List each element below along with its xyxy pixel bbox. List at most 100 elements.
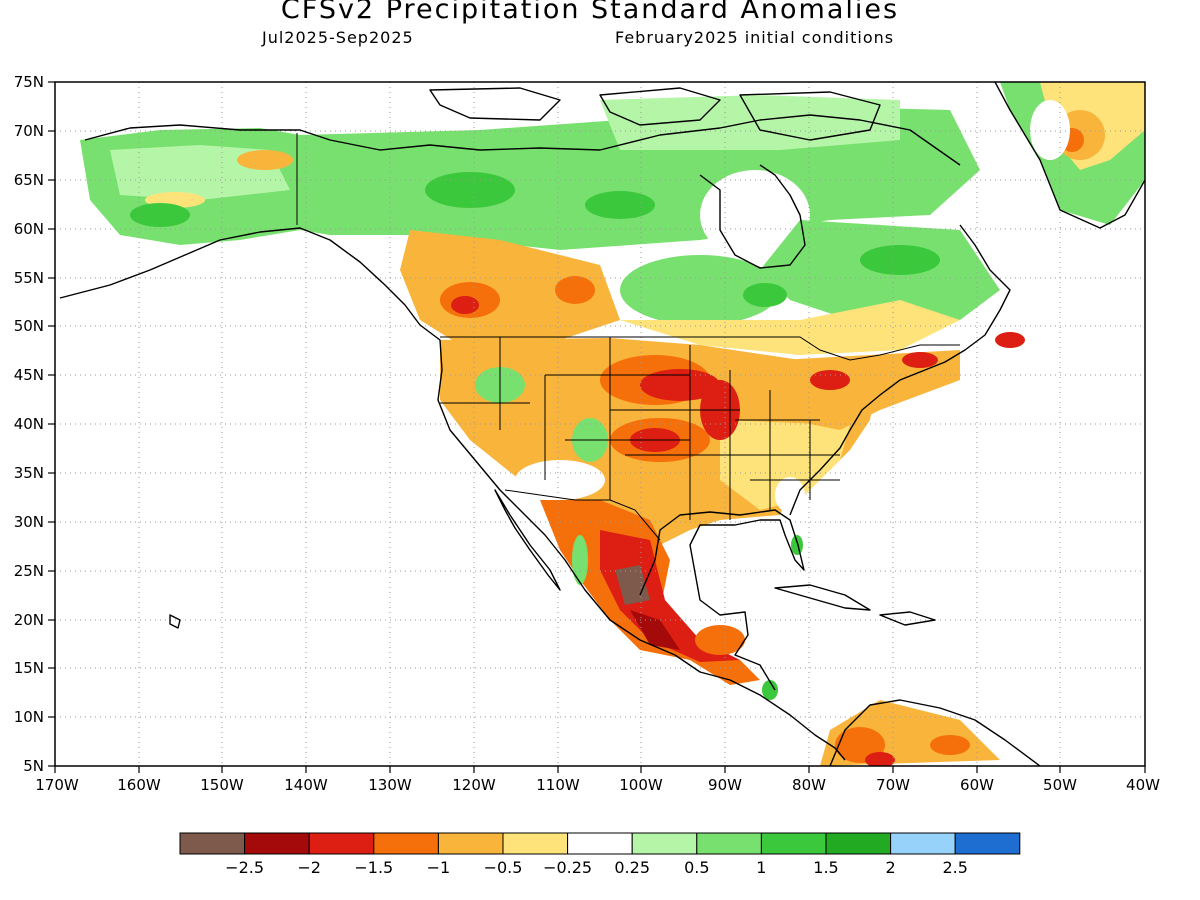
south-america-coastline (829, 699, 1041, 766)
ontario-strong-wet (743, 283, 787, 307)
quebec-strong-wet (860, 245, 940, 275)
lat-label: 60N (14, 220, 44, 238)
baja-coastline (494, 489, 561, 591)
colorbar-label: −0.5 (484, 858, 523, 877)
greenland-coastline (994, 82, 1145, 229)
colorbar-label: 1 (756, 858, 766, 877)
canada-strong-wet-2 (585, 191, 655, 219)
colorbar-label: −1 (427, 858, 451, 877)
mexico-extreme-dry (615, 565, 650, 605)
us-southeast-light-dry (720, 420, 850, 510)
colorbar-swatch (244, 832, 310, 855)
colorbar-swatch (696, 832, 762, 855)
mexico-core-dry (600, 530, 740, 662)
colorbar-swatch (954, 832, 1021, 855)
lat-label: 30N (14, 513, 44, 531)
colorbar-swatch (308, 832, 375, 855)
canada-us-border (440, 336, 960, 361)
arctic-island-3 (739, 91, 881, 141)
forecast-period: Jul2025-Sep2025 (262, 28, 414, 47)
southern-canada-dry-strip (620, 300, 960, 355)
lat-label: 10N (14, 708, 44, 726)
colorbar-label: −2 (297, 858, 321, 877)
mexico-darkred-dry (630, 610, 680, 650)
lat-label: 75N (14, 73, 44, 91)
hawaii-island (169, 614, 181, 629)
newfoundland-dry (995, 332, 1025, 348)
lon-label: 60W (960, 776, 994, 794)
lon-label: 130W (368, 776, 412, 794)
colorbar-swatch (631, 832, 698, 855)
north-america-coastline (59, 227, 846, 761)
northeast-dry-region (780, 350, 960, 430)
lat-label: 55N (14, 269, 44, 287)
political-borders (296, 133, 960, 541)
alaska-dry-spot-1 (237, 150, 293, 170)
northeast-core-dry (810, 370, 850, 390)
lon-label: 100W (619, 776, 663, 794)
arctic-island-1 (429, 87, 561, 121)
colorbar-label: −2.5 (225, 858, 264, 877)
midwest-core-dry (640, 369, 720, 401)
arctic-island-2 (599, 87, 721, 126)
tick-marks (48, 81, 1146, 773)
greenland-interior-neutral (1030, 100, 1070, 160)
map-title: CFSv2 Precipitation Standard Anomalies (280, 0, 900, 25)
us-state-lines (440, 337, 840, 520)
lat-label: 25N (14, 562, 44, 580)
central-america-dry (695, 625, 745, 655)
lon-label: 110W (536, 776, 580, 794)
lon-label: 90W (708, 776, 742, 794)
southeast-neutral (775, 477, 805, 513)
colorbar-label: 0.25 (614, 858, 650, 877)
prairie-strong-dry (555, 276, 595, 304)
map-plot-area (55, 82, 1145, 766)
colorbar-swatch (179, 832, 246, 855)
lon-label: 160W (117, 776, 161, 794)
colorbar-label: −0.25 (543, 858, 592, 877)
cuba-coastline (774, 584, 871, 611)
colorbar-swatch (567, 832, 633, 855)
gulf-coastline (639, 509, 805, 691)
baja-wet (572, 535, 588, 585)
latitude-labels: 75N 70N 65N 60N 55N 50N 45N 40N 35N 30N … (14, 73, 44, 775)
hudson-bay (700, 170, 810, 260)
lat-label: 45N (14, 366, 44, 384)
colorbar-label: 1.5 (813, 858, 838, 877)
central-america-wet (762, 680, 778, 700)
colorbar-swatch (825, 832, 892, 855)
new-england-dry (902, 352, 938, 368)
hispaniola-coastline (879, 611, 936, 626)
colorbar-label: −1.5 (354, 858, 393, 877)
lat-label: 70N (14, 122, 44, 140)
colorbar-swatch (373, 832, 439, 855)
colorbar-swatch (502, 832, 569, 855)
lat-label: 15N (14, 659, 44, 677)
lon-label: 70W (876, 776, 910, 794)
colorbar-swatch (890, 832, 956, 855)
colorbar: −2.5 −2 −1.5 −1 −0.5 −0.25 0.25 0.5 1 1.5 2 2.5 (179, 832, 1021, 877)
venezuela-strong-dry (930, 735, 970, 755)
south-america-core-dry (865, 752, 895, 766)
initial-conditions: February2025 initial conditions (615, 28, 895, 47)
colorbar-label: 2.5 (942, 858, 967, 877)
canada-strong-wet-1 (425, 172, 515, 208)
colorbar-swatch (437, 832, 504, 855)
lat-label: 35N (14, 464, 44, 482)
anomaly-shading (80, 82, 1145, 766)
lon-label: 150W (200, 776, 244, 794)
lon-label: 140W (284, 776, 328, 794)
lat-label: 40N (14, 415, 44, 433)
alaska-wet-spot (130, 203, 190, 227)
us-mexico-border (504, 489, 661, 541)
colorbar-label: 0.5 (684, 858, 709, 877)
arctic-coastline (84, 114, 961, 166)
lon-label: 120W (452, 776, 496, 794)
western-canada-dry-region (400, 230, 620, 345)
lon-label: 170W (35, 776, 79, 794)
lon-label: 50W (1043, 776, 1077, 794)
lat-label: 20N (14, 611, 44, 629)
southwest-neutral (515, 460, 605, 500)
longitude-labels: 170W 160W 150W 140W 130W 120W 110W 100W … (35, 776, 1160, 794)
